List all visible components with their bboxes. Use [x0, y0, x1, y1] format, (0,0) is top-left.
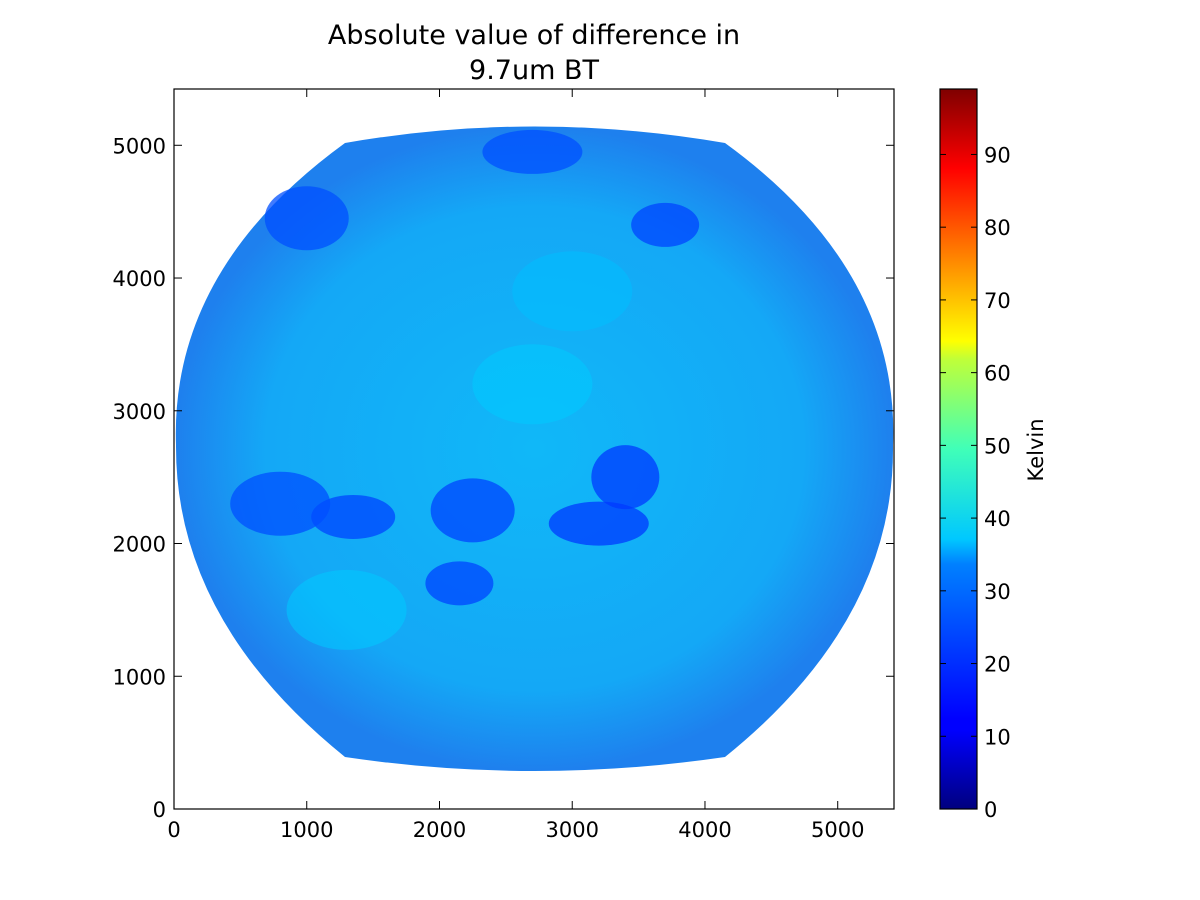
- colorbar-tick-label: 10: [984, 725, 1011, 749]
- y-tick-label: 3000: [113, 400, 166, 424]
- features-layer: [230, 129, 700, 650]
- y-tick-label: 0: [153, 798, 166, 822]
- colorbar-tick-label: 20: [984, 653, 1011, 677]
- deep-convection-feature: [425, 561, 494, 606]
- deep-convection-feature: [482, 129, 583, 174]
- colorbar-tick-label: 0: [984, 798, 997, 822]
- x-tick-label: 5000: [811, 818, 864, 842]
- x-tick-label: 2000: [413, 818, 466, 842]
- deep-convection-feature: [548, 501, 649, 546]
- warm-region-feature: [286, 569, 407, 650]
- colorbar-ticks: 0 10 20 30 40 50 60 70 80 90: [940, 143, 1011, 822]
- x-tick-label: 0: [167, 818, 180, 842]
- x-tick-label: 4000: [678, 818, 731, 842]
- colorbar: [939, 88, 978, 810]
- colorbar-label: Kelvin: [1024, 418, 1048, 481]
- colorbar-tick-label: 80: [984, 216, 1011, 240]
- deep-convection-feature: [631, 202, 700, 247]
- y-tick-label: 2000: [113, 533, 166, 557]
- deep-convection-feature: [311, 494, 396, 539]
- deep-convection-feature: [591, 445, 660, 510]
- chart-subtitle: 9.7um BT: [469, 55, 599, 86]
- warm-region-feature: [472, 344, 593, 425]
- colorbar-tick-label: 70: [984, 289, 1011, 313]
- deep-convection-feature: [264, 186, 349, 251]
- chart-title: Absolute value of difference in: [328, 20, 740, 51]
- colorbar-tick-label: 40: [984, 507, 1011, 531]
- warm-region-feature: [512, 251, 633, 332]
- colorbar-tick-label: 60: [984, 362, 1011, 386]
- deep-convection-feature: [230, 471, 331, 536]
- x-axis: 0 1000 2000 3000 4000 5000: [167, 89, 864, 842]
- y-tick-label: 4000: [113, 267, 166, 291]
- x-tick-label: 3000: [546, 818, 599, 842]
- x-tick-label: 1000: [280, 818, 333, 842]
- y-tick-label: 5000: [113, 134, 166, 158]
- plot-frame: [173, 88, 895, 810]
- y-tick-label: 1000: [113, 665, 166, 689]
- plot-area: [174, 89, 894, 809]
- colorbar-tick-label: 90: [984, 143, 1011, 167]
- deep-convection-feature: [430, 478, 515, 543]
- colorbar-tick-label: 50: [984, 434, 1011, 458]
- y-axis: 0 1000 2000 3000 4000 5000: [113, 134, 894, 822]
- colorbar-tick-label: 30: [984, 580, 1011, 604]
